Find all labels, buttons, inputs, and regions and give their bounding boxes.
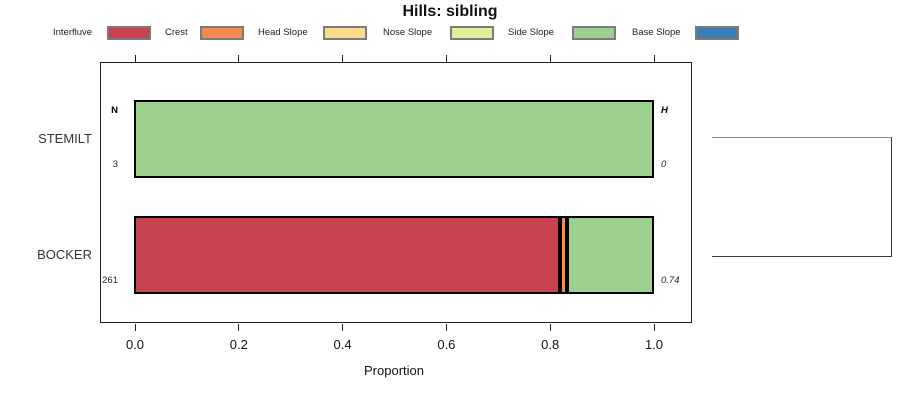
legend-label: Head Slope bbox=[258, 27, 308, 38]
h-value: 0.74 bbox=[661, 275, 680, 286]
legend-swatch bbox=[450, 26, 494, 40]
legend-swatch bbox=[695, 26, 739, 40]
x-axis-tick-label: 0.0 bbox=[125, 337, 145, 352]
legend-label: Nose Slope bbox=[383, 27, 433, 38]
x-axis-top-tick bbox=[134, 55, 136, 62]
x-axis-top-tick bbox=[653, 55, 655, 62]
legend-swatch bbox=[200, 26, 244, 40]
bar-row bbox=[134, 216, 654, 294]
chart-title: Hills: sibling bbox=[402, 3, 498, 20]
row-label: BOCKER bbox=[37, 247, 92, 262]
n-column-header: N bbox=[111, 105, 118, 116]
legend-swatch bbox=[323, 26, 367, 40]
h-column-header: H bbox=[661, 105, 668, 116]
plot-area bbox=[100, 62, 692, 323]
x-axis-bottom-tick bbox=[134, 324, 136, 331]
dendrogram-join-line bbox=[891, 137, 892, 257]
x-axis-top-tick bbox=[342, 55, 344, 62]
x-axis-top-tick bbox=[238, 55, 240, 62]
x-axis-label: Proportion bbox=[364, 363, 424, 378]
x-axis-top-tick bbox=[549, 55, 551, 62]
row-label: STEMILT bbox=[38, 131, 92, 146]
legend-label: Interfluve bbox=[53, 27, 93, 38]
bar-segment-side-slope bbox=[567, 216, 654, 294]
x-axis-bottom-tick bbox=[653, 324, 655, 331]
dendrogram-top-line bbox=[712, 137, 892, 138]
n-value: 261 bbox=[102, 275, 118, 286]
legend-swatch bbox=[107, 26, 151, 40]
bar-segment-side-slope bbox=[134, 100, 654, 178]
x-axis-top-tick bbox=[445, 55, 447, 62]
x-axis-bottom-tick bbox=[445, 324, 447, 331]
x-axis-bottom-tick bbox=[238, 324, 240, 331]
x-axis-bottom-tick bbox=[549, 324, 551, 331]
legend-label: Crest bbox=[165, 27, 188, 38]
bar-segment-interfluve bbox=[134, 216, 561, 294]
legend-label: Base Slope bbox=[632, 27, 681, 38]
x-axis-tick-label: 0.4 bbox=[333, 337, 352, 352]
n-value: 3 bbox=[112, 159, 118, 170]
x-axis-bottom-tick bbox=[342, 324, 344, 331]
legend-swatch bbox=[572, 26, 616, 40]
x-axis-tick-label: 0.8 bbox=[541, 337, 560, 352]
legend-label: Side Slope bbox=[508, 27, 554, 38]
h-value: 0 bbox=[661, 159, 667, 170]
x-axis-tick-label: 0.6 bbox=[437, 337, 456, 352]
dendrogram-bottom-line bbox=[712, 256, 892, 257]
bar-segment-crest bbox=[560, 216, 568, 294]
bar-row bbox=[134, 100, 654, 178]
x-axis-tick-label: 1.0 bbox=[644, 337, 664, 352]
x-axis-tick-label: 0.2 bbox=[229, 337, 248, 352]
